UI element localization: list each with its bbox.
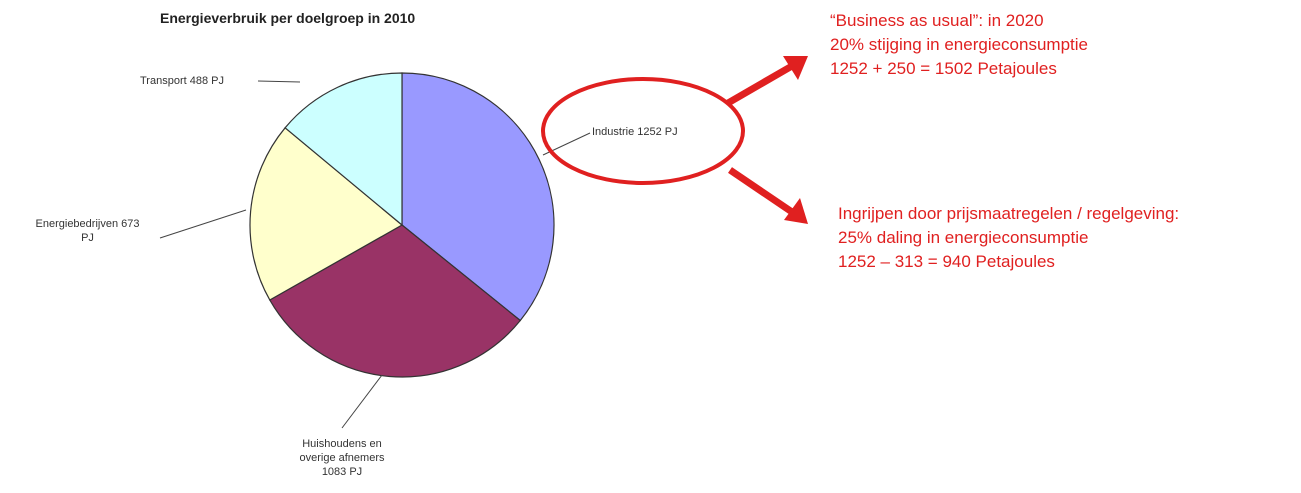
arrow <box>728 167 794 215</box>
arrow <box>726 62 794 107</box>
leader-line <box>341 374 383 429</box>
arrowhead <box>784 198 808 224</box>
annotation: Ingrijpen door prijsmaatregelen / regelg… <box>838 202 1179 274</box>
annotation-line: 20% stijging in energieconsumptie <box>830 35 1088 54</box>
slice-label: Transport 488 PJ <box>140 75 224 87</box>
pie-slice <box>249 126 404 301</box>
pie <box>249 72 555 378</box>
annotation-line: 1252 – 313 = 940 Petajoules <box>838 252 1055 271</box>
pie-slice <box>268 224 522 378</box>
annotation-line: 25% daling in energieconsumptie <box>838 228 1089 247</box>
annotation-line: Ingrijpen door prijsmaatregelen / regelg… <box>838 204 1180 223</box>
annotation: “Business as usual”: in 2020 20% stijging… <box>830 9 1088 81</box>
leader-line <box>257 80 301 83</box>
slice-label: Industrie 1252 PJ <box>592 126 678 138</box>
slice-label: Huishoudens en overige afnemers 1083 PJ <box>299 438 385 478</box>
leader-line <box>159 209 247 239</box>
arrowhead <box>783 56 808 80</box>
highlight-ellipse <box>541 77 745 185</box>
annotation-line: 1252 + 250 = 1502 Petajoules <box>830 59 1057 78</box>
annotation-line: “Business as usual”: in 2020 <box>830 11 1044 30</box>
pie-slice <box>284 72 403 227</box>
chart-title: Energieverbruik per doelgroep in 2010 <box>160 10 416 26</box>
pie-slice <box>401 72 555 322</box>
slice-label: Energiebedrijven 673 PJ <box>35 218 140 244</box>
